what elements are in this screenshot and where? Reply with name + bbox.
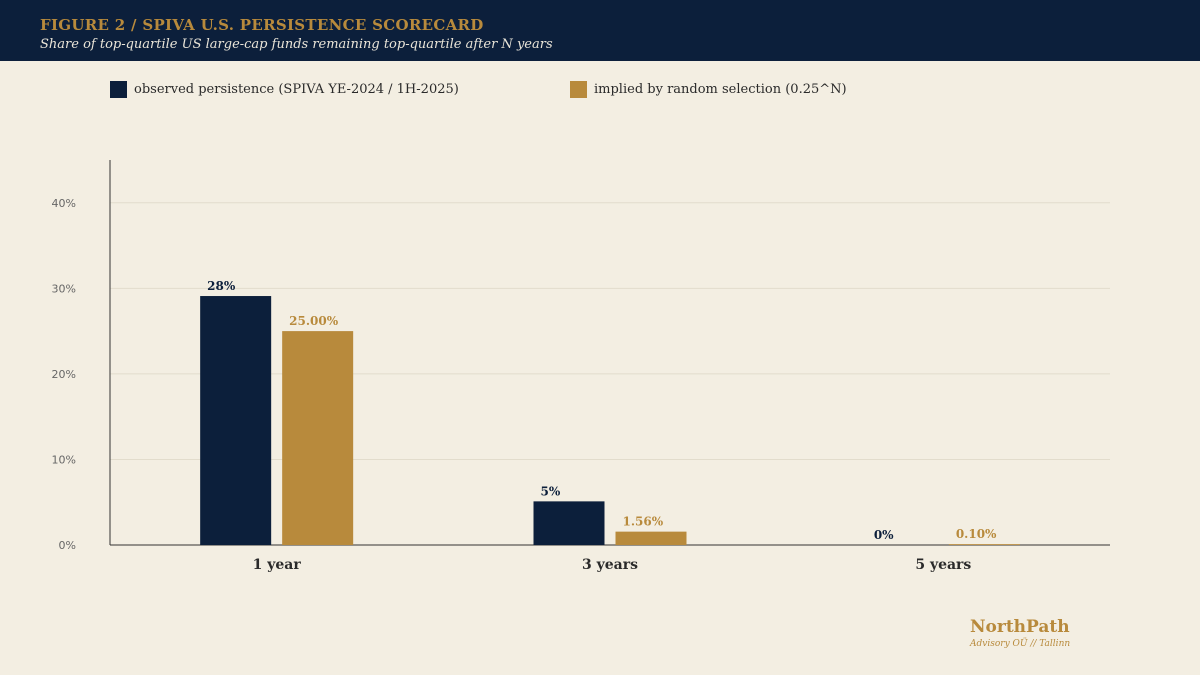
legend-label-observed: observed persistence (SPIVA YE-2024 / 1H…	[134, 81, 459, 97]
legend-item-random: implied by random selection (0.25^N)	[570, 79, 847, 99]
brand-block: NorthPath Advisory OÜ // Tallinn	[970, 617, 1070, 649]
data-label: 1.56%	[623, 515, 664, 529]
legend-label-random: implied by random selection (0.25^N)	[594, 81, 847, 97]
y-tick-label: 30%	[52, 282, 76, 295]
brand-tagline: Advisory OÜ // Tallinn	[970, 639, 1071, 649]
y-tick-label: 10%	[52, 453, 76, 466]
y-tick-label: 0%	[59, 539, 76, 552]
brand-name: NorthPath	[970, 617, 1070, 637]
chart-legend: observed persistence (SPIVA YE-2024 / 1H…	[0, 79, 1200, 99]
bar-observed	[533, 501, 605, 545]
data-label: 28%	[207, 279, 236, 293]
data-label: 5%	[541, 484, 561, 498]
x-tick-label: 1 year	[253, 557, 302, 573]
legend-swatch-random	[570, 80, 587, 98]
data-label: 0.10%	[956, 527, 997, 541]
bar-random	[282, 331, 354, 545]
legend-swatch-observed	[110, 80, 127, 98]
y-tick-label: 40%	[52, 197, 76, 210]
figure-subtitle: Share of top-quartile US large-cap funds…	[40, 37, 553, 52]
data-label: 25.00%	[289, 314, 339, 328]
figure-title: FIGURE 2 / SPIVA U.S. PERSISTENCE SCOREC…	[40, 16, 484, 34]
bar-random	[948, 544, 1020, 545]
x-tick-label: 3 years	[582, 557, 638, 573]
bar-random	[615, 531, 687, 545]
header-bar: FIGURE 2 / SPIVA U.S. PERSISTENCE SCOREC…	[0, 0, 1200, 61]
legend-item-observed: observed persistence (SPIVA YE-2024 / 1H…	[110, 79, 459, 99]
data-label: 0%	[874, 528, 894, 542]
bar-observed	[200, 296, 272, 545]
y-tick-label: 20%	[52, 368, 76, 381]
x-tick-label: 5 years	[915, 557, 971, 573]
